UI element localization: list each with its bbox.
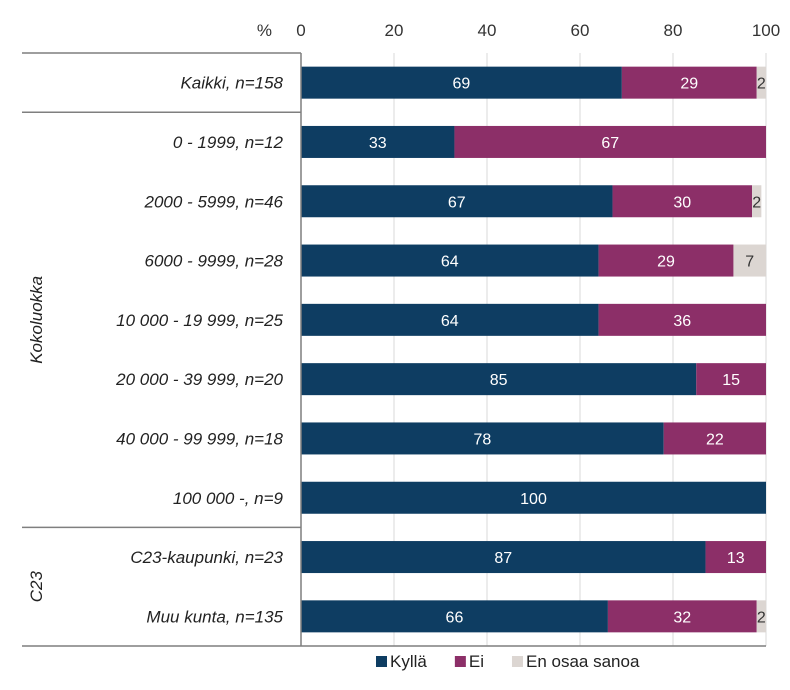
data-label: 78 xyxy=(473,431,491,448)
legend-label: Kyllä xyxy=(390,652,427,671)
data-label: 67 xyxy=(601,135,619,152)
bar-segment-ei xyxy=(621,66,757,99)
data-label: 36 xyxy=(673,313,691,330)
x-tick-label-0: 0 xyxy=(296,21,305,40)
group-label-2: C23 xyxy=(27,571,46,603)
bar-segment-ei xyxy=(454,125,766,158)
chart-frame xyxy=(22,52,766,647)
x-tick-labels: 0 20 40 60 80 100 xyxy=(296,21,780,40)
legend: Kyllä Ei En osaa sanoa xyxy=(376,652,640,671)
category-labels: Kaikki, n=158 0 - 1999, n=12 2000 - 5999, … xyxy=(115,74,283,627)
bar-segment-ei xyxy=(696,363,766,396)
data-label: 100 xyxy=(520,491,547,508)
bar-segment-kyllä xyxy=(301,541,706,574)
data-label: 29 xyxy=(657,254,675,271)
data-label: 66 xyxy=(446,609,464,626)
bar-segment-kyllä xyxy=(301,600,608,633)
bar-segment-kyllä xyxy=(301,125,455,158)
legend-swatch-ei xyxy=(454,656,466,667)
x-tick-label-80: 80 xyxy=(664,21,683,40)
group-label-1: Kokoluokka xyxy=(27,276,46,364)
legend-swatch-en-osaa-sanoa xyxy=(511,656,523,667)
bar-segment-kyllä xyxy=(301,481,766,514)
data-label: 22 xyxy=(706,431,724,448)
bar-segment-kyllä xyxy=(301,422,664,455)
category-label: Muu kunta, n=135 xyxy=(146,607,283,626)
x-tick-label-40: 40 xyxy=(478,21,497,40)
data-label: 29 xyxy=(680,76,698,93)
bar-segment-en-osaa-sanoa xyxy=(756,600,766,633)
data-label: 69 xyxy=(453,76,471,93)
bar-segment-kyllä xyxy=(301,244,599,277)
bar-segment-kyllä xyxy=(301,303,599,336)
bar-segment-ei xyxy=(612,185,753,218)
category-label: 40 000 - 99 999, n=18 xyxy=(116,429,283,448)
data-label: 30 xyxy=(673,194,691,211)
data-label: 64 xyxy=(441,254,459,271)
bar-segment-en-osaa-sanoa xyxy=(733,244,766,277)
bar-segment-en-osaa-sanoa xyxy=(752,185,762,218)
data-label: 2 xyxy=(757,609,766,626)
legend-label: Ei xyxy=(469,652,484,671)
category-label: Kaikki, n=158 xyxy=(180,74,283,93)
category-label: C23-kaupunki, n=23 xyxy=(130,548,283,567)
category-label: 10 000 - 19 999, n=25 xyxy=(116,311,283,330)
bar-segment-ei xyxy=(598,244,734,277)
legend-swatch-kyllä xyxy=(376,656,387,667)
bar-segment-en-osaa-sanoa xyxy=(756,66,766,99)
data-label: 67 xyxy=(448,194,466,211)
data-label: 15 xyxy=(722,372,740,389)
bar-segment-kyllä xyxy=(301,185,613,218)
percent-unit-label: % xyxy=(257,21,272,40)
bar-segment-kyllä xyxy=(301,363,697,396)
bars: 69 29 2 33 67 67 30 2 64 29 7 64 36 85 15 78 22 100 87 13 66… xyxy=(301,66,766,633)
x-tick-label-100: 100 xyxy=(752,21,780,40)
data-label: 2 xyxy=(757,76,766,93)
x-tick-label-60: 60 xyxy=(571,21,590,40)
data-label: 2 xyxy=(752,194,761,211)
bar-segment-ei xyxy=(598,303,766,336)
category-label: 20 000 - 39 999, n=20 xyxy=(115,370,283,389)
category-label: 2000 - 5999, n=46 xyxy=(144,192,284,211)
data-label: 85 xyxy=(490,372,508,389)
category-label: 6000 - 9999, n=28 xyxy=(145,252,284,271)
data-label: 7 xyxy=(745,254,754,271)
data-label: 33 xyxy=(369,135,387,152)
category-label: 0 - 1999, n=12 xyxy=(173,133,284,152)
bar-segment-ei xyxy=(705,541,766,574)
bar-segment-ei xyxy=(607,600,757,633)
data-label: 13 xyxy=(727,550,745,567)
data-label: 32 xyxy=(673,609,691,626)
category-label: 100 000 -, n=9 xyxy=(173,489,284,508)
x-tick-label-20: 20 xyxy=(385,21,404,40)
data-label: 87 xyxy=(494,550,512,567)
data-label: 64 xyxy=(441,313,459,330)
bar-segment-kyllä xyxy=(301,66,622,99)
legend-label: En osaa sanoa xyxy=(526,652,640,671)
group-labels: Kokoluokka C23 xyxy=(27,276,46,602)
bar-segment-ei xyxy=(663,422,766,455)
